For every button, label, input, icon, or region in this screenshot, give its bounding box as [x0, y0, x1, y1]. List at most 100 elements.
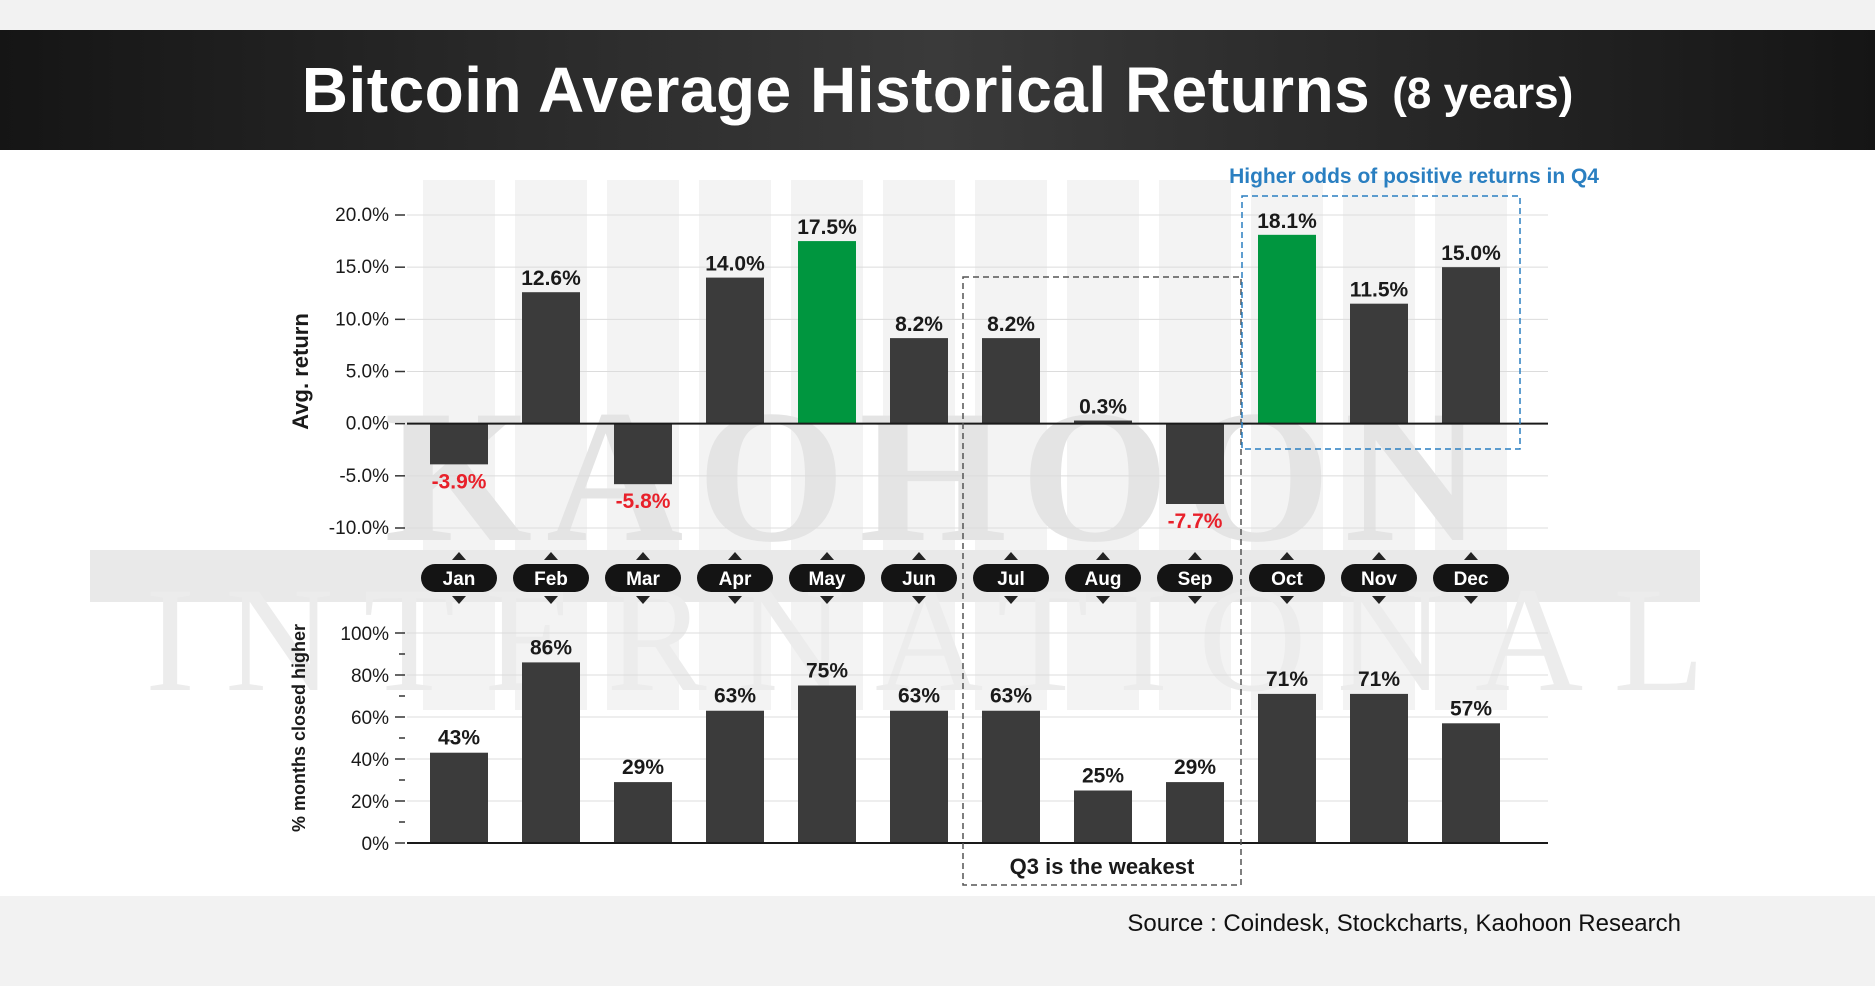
return-label-nov: 11.5% [1350, 279, 1409, 302]
win-rate-bar-nov [1350, 693, 1408, 843]
month-pill [881, 564, 957, 592]
up-arrow-icon [544, 552, 558, 560]
win-rate-label-aug: 25% [1082, 765, 1124, 788]
top-tick-label: -10.0% [329, 518, 389, 539]
month-labels-layer: Jan Feb Mar Apr May Jun Jul Aug Sep Oct Nov Dec [421, 552, 1509, 604]
month-pill [1341, 564, 1417, 592]
return-label-apr: 14.0% [705, 253, 765, 276]
up-arrow-icon [1096, 552, 1110, 560]
win-rate-label-feb: 86% [530, 636, 572, 659]
down-arrow-icon [912, 596, 926, 604]
return-label-jun: 8.2% [895, 313, 943, 336]
month-pill [421, 564, 497, 592]
data-labels-layer: -3.9% 12.6% -5.8% 14.0% 17.5% 8.2% 8.2% 0.3% -7.… [432, 210, 1502, 788]
month-pill [605, 564, 681, 592]
month-pill [513, 564, 589, 592]
top-tick-label: 15.0% [335, 257, 389, 278]
month-column-shade [1067, 180, 1139, 710]
month-label-oct: Oct [1271, 569, 1303, 590]
bottom-tick-label: 80% [351, 666, 389, 687]
return-bar-oct [1258, 234, 1316, 424]
return-label-jan: -3.9% [432, 470, 487, 493]
month-pill [697, 564, 773, 592]
chart-title: Bitcoin Average Historical Returns [301, 54, 1371, 126]
down-arrow-icon [1464, 596, 1478, 604]
down-arrow-icon [820, 596, 834, 604]
win-rate-label-sep: 29% [1174, 756, 1216, 779]
win-rate-bar-mar [614, 782, 672, 843]
month-pill [1433, 564, 1509, 592]
return-bar-nov [1350, 303, 1408, 424]
return-label-dec: 15.0% [1441, 242, 1501, 265]
win-rate-bar-may [798, 685, 856, 843]
win-rate-label-may: 75% [806, 660, 848, 683]
down-arrow-icon [728, 596, 742, 604]
up-arrow-icon [1188, 552, 1202, 560]
return-label-aug: 0.3% [1079, 396, 1127, 419]
source-note: Source : Coindesk, Stockcharts, Kaohoon … [1127, 910, 1681, 937]
win-rate-label-nov: 71% [1358, 668, 1400, 691]
down-arrow-icon [1188, 596, 1202, 604]
up-arrow-icon [820, 552, 834, 560]
return-bar-may [798, 241, 856, 424]
return-bar-apr [706, 277, 764, 424]
up-arrow-icon [1280, 552, 1294, 560]
down-arrow-icon [544, 596, 558, 604]
win-rate-bar-dec [1442, 723, 1500, 843]
down-arrow-icon [1372, 596, 1386, 604]
win-rate-bar-sep [1166, 782, 1224, 843]
return-label-mar: -5.8% [616, 490, 671, 513]
month-label-aug: Aug [1085, 569, 1122, 590]
win-rate-label-jun: 63% [898, 685, 940, 708]
up-arrow-icon [452, 552, 466, 560]
bottom-tick-label: 40% [351, 750, 389, 771]
return-bar-mar [614, 423, 672, 485]
win-rate-bar-jan [430, 752, 488, 843]
return-bar-dec [1442, 267, 1500, 424]
top-tick-label: 0.0% [346, 414, 389, 435]
month-pill [1249, 564, 1325, 592]
month-pill [1065, 564, 1141, 592]
win-rate-bar-jul [982, 710, 1040, 843]
up-arrow-icon [636, 552, 650, 560]
up-arrow-icon [728, 552, 742, 560]
win-rate-bar-oct [1258, 693, 1316, 843]
win-rate-bar-feb [522, 662, 580, 843]
month-label-mar: Mar [626, 569, 660, 590]
top-tick-label: 10.0% [335, 309, 389, 330]
bottom-y-axis-label: % months closed higher [289, 624, 309, 832]
win-rate-bar-apr [706, 710, 764, 843]
month-pill [1157, 564, 1233, 592]
return-bar-jun [890, 338, 948, 424]
win-rate-label-jan: 43% [438, 727, 480, 750]
up-arrow-icon [1464, 552, 1478, 560]
return-bar-jan [430, 423, 488, 465]
q3-annotation: Q3 is the weakest [1010, 854, 1195, 879]
return-label-may: 17.5% [797, 216, 857, 239]
return-label-sep: -7.7% [1168, 510, 1223, 533]
month-label-dec: Dec [1454, 569, 1489, 590]
month-label-nov: Nov [1361, 569, 1397, 590]
month-column-shade [1343, 180, 1415, 710]
month-column-shade [515, 180, 587, 710]
top-tick-label: -5.0% [339, 466, 389, 487]
return-label-feb: 12.6% [521, 267, 581, 290]
top-tick-label: 5.0% [346, 362, 389, 383]
bottom-tick-label: 60% [351, 708, 389, 729]
month-label-jun: Jun [902, 569, 936, 590]
return-bar-jul [982, 338, 1040, 424]
down-arrow-icon [1096, 596, 1110, 604]
month-label-jan: Jan [443, 569, 476, 590]
down-arrow-icon [1280, 596, 1294, 604]
q4-highlight-box [1241, 195, 1521, 450]
bottom-tick-label: 100% [340, 624, 389, 645]
month-column-shade [975, 180, 1047, 710]
month-pill [973, 564, 1049, 592]
month-label-sep: Sep [1178, 569, 1213, 590]
win-rate-bar-jun [890, 710, 948, 843]
up-arrow-icon [912, 552, 926, 560]
top-y-axis-label: Avg. return [288, 313, 313, 430]
win-rate-label-apr: 63% [714, 685, 756, 708]
q4-annotation: Higher odds of positive returns in Q4 [1229, 165, 1599, 188]
